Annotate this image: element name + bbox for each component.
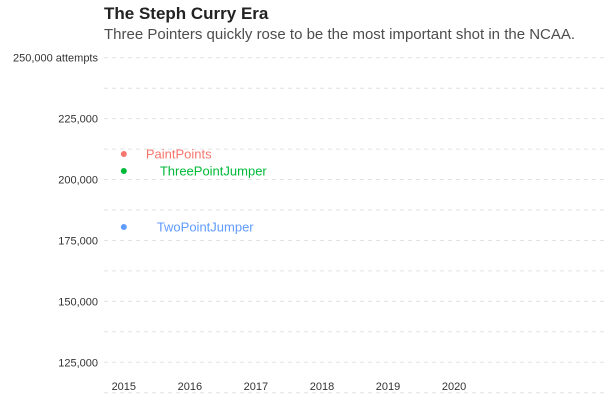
y-tick-label: 150,000 <box>58 296 98 308</box>
data-point <box>120 150 127 157</box>
series-label: PaintPoints <box>146 146 212 161</box>
y-tick-label: 200,000 <box>58 175 98 187</box>
data-point <box>120 168 127 175</box>
y-tick-label: 225,000 <box>58 114 98 126</box>
chart-subtitle: Three Pointers quickly rose to be the mo… <box>104 26 576 43</box>
x-tick-label: 2016 <box>178 381 202 393</box>
data-point <box>120 224 127 231</box>
y-tick-label: 250,000 attempts <box>13 53 99 65</box>
chart-title: The Steph Curry Era <box>104 4 269 23</box>
x-tick-label: 2020 <box>442 381 466 393</box>
series-label: ThreePointJumper <box>160 164 268 179</box>
y-tick-label: 125,000 <box>58 357 98 369</box>
x-tick-label: 2018 <box>310 381 334 393</box>
y-tick-label: 175,000 <box>58 235 98 247</box>
x-tick-label: 2015 <box>112 381 136 393</box>
x-tick-label: 2019 <box>376 381 400 393</box>
x-tick-label: 2017 <box>244 381 268 393</box>
series-label: TwoPointJumper <box>157 220 254 235</box>
